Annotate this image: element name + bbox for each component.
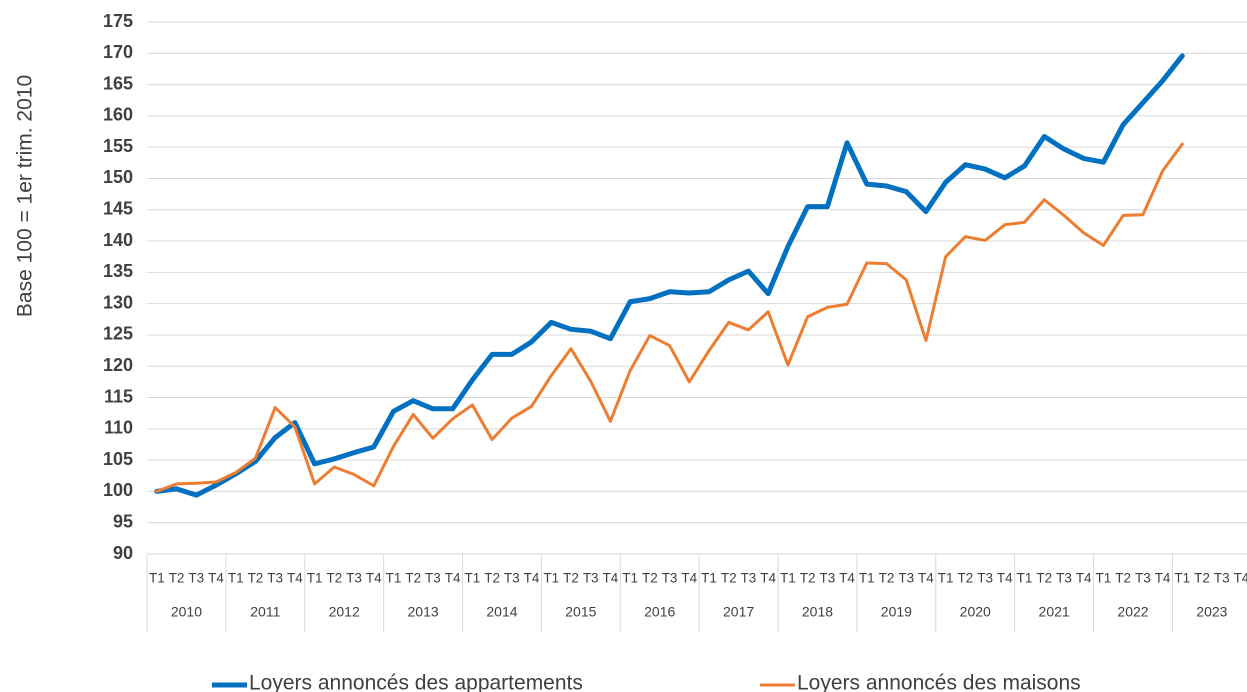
y-tick-label: 175 bbox=[103, 11, 133, 31]
group-label: 2013 bbox=[408, 604, 439, 620]
x-tick-label: T3 bbox=[1056, 571, 1072, 586]
x-tick-label: T3 bbox=[1135, 571, 1151, 586]
x-tick-label: T4 bbox=[681, 571, 697, 586]
x-tick-label: T2 bbox=[879, 571, 895, 586]
group-label: 2022 bbox=[1117, 604, 1148, 620]
x-tick-label: T3 bbox=[188, 571, 204, 586]
legend-label: Loyers annoncés des maisons bbox=[797, 672, 1081, 692]
x-tick-label: T1 bbox=[859, 571, 875, 586]
x-tick-label: T2 bbox=[1115, 571, 1131, 586]
y-tick-label: 125 bbox=[103, 324, 133, 344]
x-tick-label: T1 bbox=[1096, 571, 1112, 586]
x-tick-label: T1 bbox=[938, 571, 954, 586]
x-tick-label: T2 bbox=[563, 571, 579, 586]
y-tick-label: 145 bbox=[103, 199, 133, 219]
y-tick-label: 110 bbox=[104, 418, 133, 438]
y-tick-label: 95 bbox=[113, 511, 133, 531]
x-tick-label: T3 bbox=[898, 571, 914, 586]
group-label: 2019 bbox=[881, 604, 912, 620]
y-tick-label: 155 bbox=[103, 136, 133, 156]
x-tick-label: T4 bbox=[1234, 571, 1247, 586]
legend-label: Loyers annoncés des appartements bbox=[249, 672, 583, 692]
x-tick-label: T3 bbox=[819, 571, 835, 586]
x-tick-label: T2 bbox=[326, 571, 342, 586]
group-label: 2011 bbox=[250, 604, 280, 620]
x-tick-label: T3 bbox=[346, 571, 362, 586]
y-tick-label: 90 bbox=[113, 543, 133, 563]
y-tick-label: 160 bbox=[103, 105, 133, 125]
group-label: 2023 bbox=[1196, 604, 1227, 620]
x-tick-label: T4 bbox=[603, 571, 619, 586]
x-tick-label: T2 bbox=[800, 571, 816, 586]
y-tick-label: 120 bbox=[103, 355, 133, 375]
x-tick-label: T2 bbox=[405, 571, 421, 586]
y-tick-label: 165 bbox=[103, 73, 133, 93]
group-label: 2016 bbox=[644, 604, 675, 620]
x-tick-label: T3 bbox=[662, 571, 678, 586]
x-tick-label: T3 bbox=[504, 571, 520, 586]
y-tick-label: 140 bbox=[103, 230, 133, 250]
x-tick-label: T4 bbox=[997, 571, 1013, 586]
group-label: 2018 bbox=[802, 604, 833, 620]
group-label: 2017 bbox=[723, 604, 754, 620]
x-tick-label: T2 bbox=[169, 571, 185, 586]
x-tick-label: T1 bbox=[1017, 571, 1033, 586]
group-label: 2015 bbox=[565, 604, 596, 620]
x-tick-label: T1 bbox=[149, 571, 165, 586]
x-tick-label: T4 bbox=[1155, 571, 1171, 586]
x-tick-label: T2 bbox=[957, 571, 973, 586]
y-tick-label: 170 bbox=[103, 42, 133, 62]
x-tick-label: T2 bbox=[721, 571, 737, 586]
group-label: 2020 bbox=[960, 604, 991, 620]
x-tick-label: T1 bbox=[622, 571, 638, 586]
x-tick-label: T4 bbox=[524, 571, 540, 586]
y-axis-label: Base 100 = 1er trim. 2010 bbox=[14, 75, 37, 317]
x-tick-label: T4 bbox=[287, 571, 303, 586]
x-tick-label: T3 bbox=[741, 571, 757, 586]
x-tick-label: T1 bbox=[780, 571, 796, 586]
x-tick-label: T2 bbox=[248, 571, 264, 586]
x-tick-label: T2 bbox=[484, 571, 500, 586]
series-line bbox=[154, 53, 1185, 498]
x-tick-label: T4 bbox=[1076, 571, 1092, 586]
x-tick-label: T3 bbox=[977, 571, 993, 586]
series-line bbox=[155, 142, 1184, 493]
x-tick-label: T4 bbox=[918, 571, 934, 586]
x-tick-label: T3 bbox=[583, 571, 599, 586]
x-tick-label: T1 bbox=[464, 571, 480, 586]
group-label: 2021 bbox=[1039, 604, 1070, 620]
group-label: 2014 bbox=[486, 604, 517, 620]
x-tick-label: T3 bbox=[1214, 571, 1230, 586]
x-tick-label: T4 bbox=[760, 571, 776, 586]
x-tick-label: T4 bbox=[366, 571, 382, 586]
x-tick-label: T1 bbox=[701, 571, 717, 586]
y-tick-label: 105 bbox=[103, 449, 133, 469]
x-tick-label: T2 bbox=[1194, 571, 1210, 586]
x-tick-label: T4 bbox=[208, 571, 224, 586]
y-tick-label: 150 bbox=[103, 167, 133, 187]
group-label: 2010 bbox=[171, 604, 202, 620]
x-tick-label: T1 bbox=[543, 571, 559, 586]
y-tick-label: 115 bbox=[104, 386, 133, 406]
x-tick-label: T1 bbox=[228, 571, 244, 586]
x-tick-label: T3 bbox=[267, 571, 283, 586]
x-tick-label: T1 bbox=[1174, 571, 1190, 586]
x-tick-label: T1 bbox=[307, 571, 323, 586]
group-label: 2012 bbox=[329, 604, 360, 620]
x-tick-label: T3 bbox=[425, 571, 441, 586]
x-tick-label: T2 bbox=[1036, 571, 1052, 586]
y-tick-label: 130 bbox=[103, 292, 133, 312]
x-tick-label: T1 bbox=[386, 571, 402, 586]
y-tick-label: 135 bbox=[103, 261, 133, 281]
x-tick-label: T4 bbox=[445, 571, 461, 586]
x-tick-label: T2 bbox=[642, 571, 658, 586]
x-tick-label: T4 bbox=[839, 571, 855, 586]
y-tick-label: 100 bbox=[103, 480, 133, 500]
